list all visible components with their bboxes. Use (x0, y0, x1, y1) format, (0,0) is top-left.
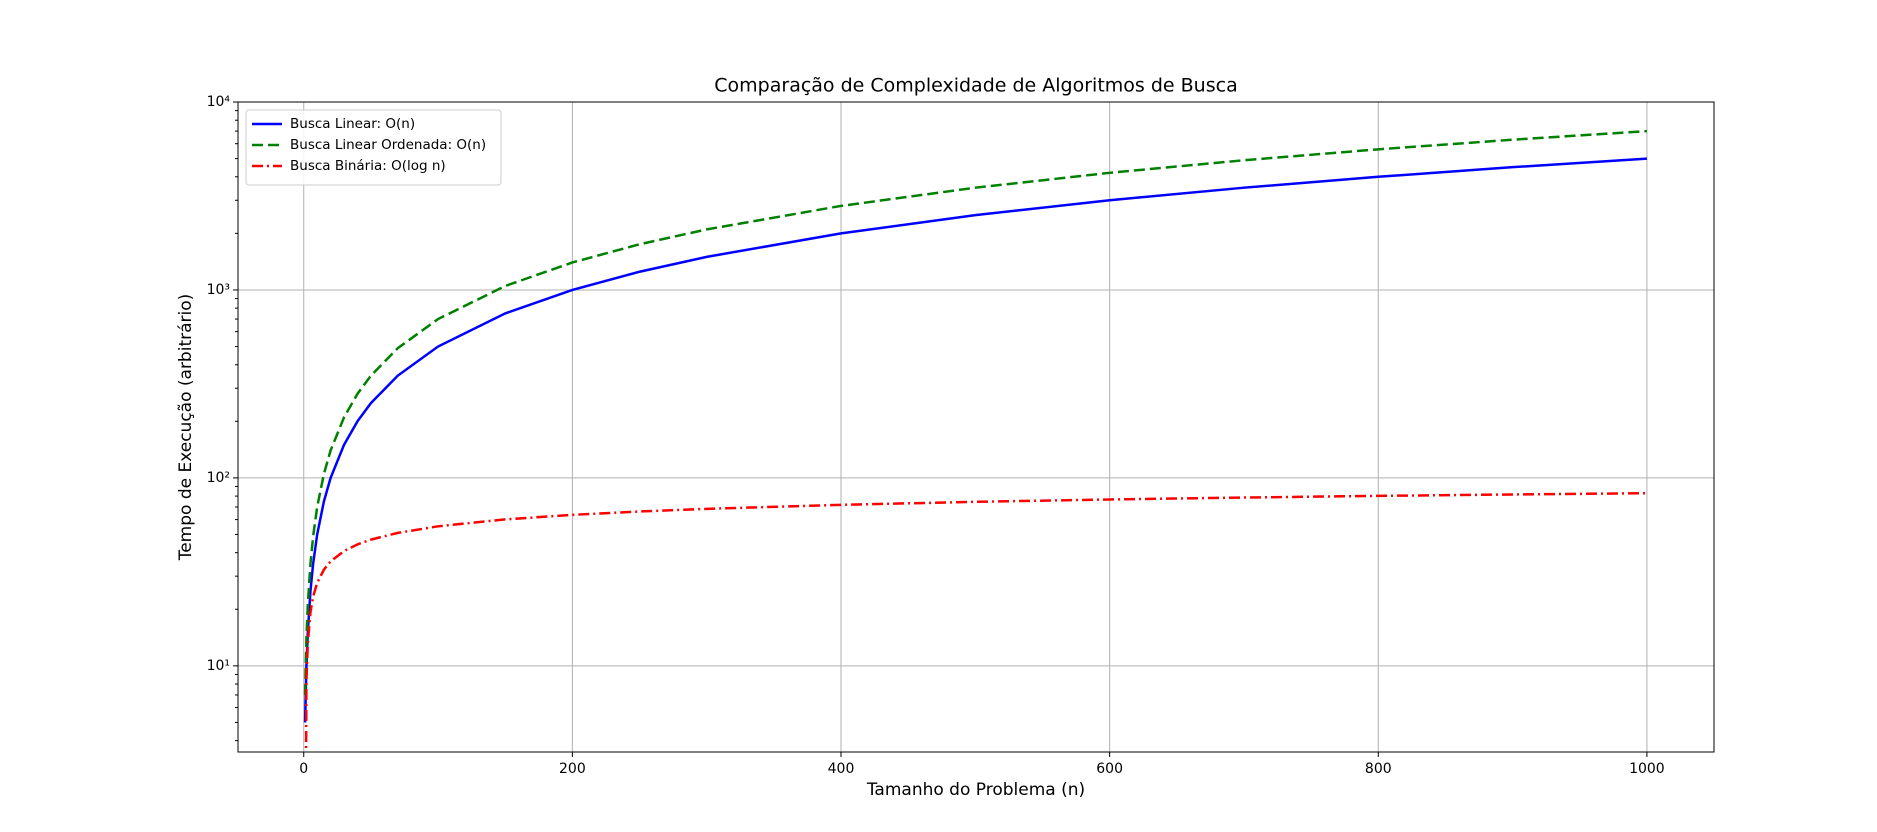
legend-label: Busca Binária: O(log n) (290, 158, 446, 174)
series-line (304, 491, 1647, 752)
x-tick-label: 0 (299, 761, 308, 777)
y-tick-label: 10⁴ (207, 94, 231, 110)
x-tick-label: 200 (559, 761, 586, 777)
y-tick-label: 10¹ (207, 658, 230, 674)
legend-label: Busca Linear Ordenada: O(n) (290, 137, 486, 153)
y-tick-label: 10² (207, 470, 230, 486)
series-line (303, 129, 1647, 695)
x-tick-label: 400 (828, 761, 855, 777)
x-axis-label: Tamanho do Problema (n) (866, 780, 1085, 800)
legend-label: Busca Linear: O(n) (290, 116, 415, 132)
plot-frame (237, 101, 1715, 753)
x-tick-label: 1000 (1629, 761, 1665, 777)
y-tick-label: 10³ (207, 282, 230, 298)
plot-area (303, 129, 1647, 752)
series-line (303, 157, 1647, 723)
y-axis-label: Tempo de Execução (arbitrário) (176, 294, 196, 562)
legend-box (245, 109, 502, 186)
chart-title: Comparação de Complexidade de Algoritmos… (714, 75, 1237, 97)
x-tick-label: 600 (1096, 761, 1123, 777)
x-tick-label: 800 (1365, 761, 1392, 777)
